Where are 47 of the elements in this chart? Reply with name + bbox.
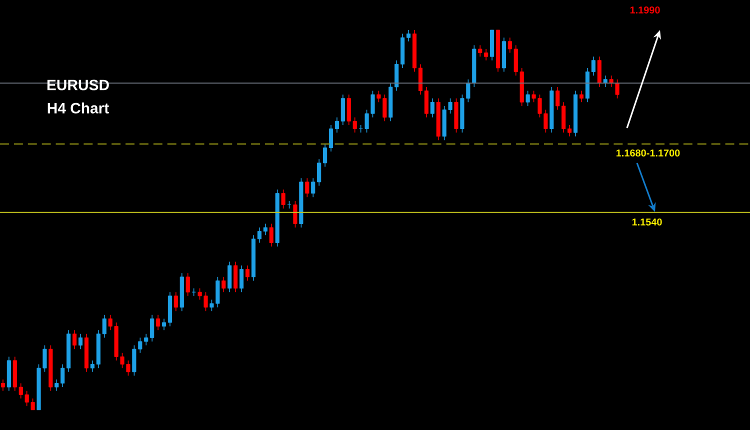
candlestick	[257, 227, 262, 244]
candlestick	[240, 265, 244, 293]
candlestick	[186, 272, 190, 296]
candlestick	[72, 330, 77, 350]
candlestick	[156, 314, 160, 330]
candlestick	[90, 360, 94, 372]
candlestick	[340, 94, 345, 126]
candlestick	[334, 116, 340, 133]
candlestick	[174, 292, 178, 312]
candlestick	[311, 178, 316, 198]
candlestick	[597, 56, 602, 88]
candlestick	[526, 90, 530, 106]
candlestick	[263, 223, 268, 236]
candlestick	[430, 98, 434, 118]
text: 1.1540	[632, 218, 662, 226]
candlestick	[484, 48, 488, 61]
candlestick	[418, 64, 423, 95]
candlestick	[568, 124, 572, 137]
candlestick	[293, 200, 298, 228]
candlestick	[0, 379, 6, 392]
candlestick	[591, 56, 596, 76]
candlestick	[406, 30, 411, 42]
annotation: H4 Chart	[48, 102, 109, 114]
candlestick	[328, 124, 334, 152]
candlestick	[603, 75, 608, 88]
annotation: EURUSD	[47, 80, 109, 90]
annotation: 1.1680-1.1700	[616, 149, 680, 157]
candlestick	[228, 261, 232, 293]
candlestick	[305, 178, 310, 198]
candlestick	[234, 261, 238, 293]
candlestick	[162, 318, 166, 330]
candlestick	[508, 37, 512, 54]
candlestick	[323, 144, 328, 168]
candlestick	[478, 44, 482, 57]
candlestick	[424, 86, 428, 118]
candlestick	[222, 276, 226, 293]
candlestick	[245, 265, 250, 282]
candlestick	[579, 90, 584, 103]
candlestick	[150, 314, 154, 342]
candlestick	[281, 189, 286, 209]
candlestick	[102, 314, 106, 338]
candlestick	[615, 78, 620, 99]
candlestick	[269, 223, 274, 247]
candlestick	[78, 333, 83, 350]
text: 1.1990	[630, 6, 660, 14]
candlestick	[609, 75, 614, 88]
candlestick	[317, 158, 322, 186]
